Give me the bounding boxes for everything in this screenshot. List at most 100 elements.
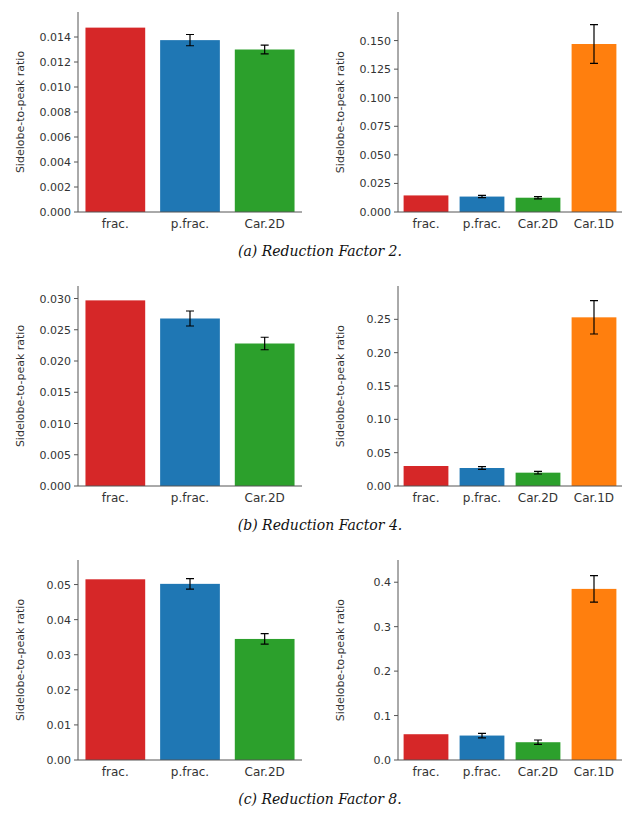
x-axis <box>78 486 302 487</box>
error-bar <box>186 579 194 590</box>
y-tick <box>74 423 78 424</box>
error-bar <box>590 25 598 64</box>
y-axis-label: Sidelobe-to-peak ratio <box>14 599 27 722</box>
bars <box>85 300 294 486</box>
y-axis <box>78 12 79 212</box>
y-tick-label: 0.008 <box>40 106 72 119</box>
y-tick-label: 0.025 <box>40 324 72 337</box>
error-bar <box>186 311 194 326</box>
y-tick <box>394 126 398 127</box>
y-tick <box>74 654 78 655</box>
bar <box>572 317 617 486</box>
y-tick-label: 0.010 <box>40 418 72 431</box>
y-tick-label: 0.025 <box>360 177 392 190</box>
error-bar <box>478 733 486 737</box>
bars <box>85 579 294 760</box>
y-tick-label: 0.000 <box>40 206 72 219</box>
y-tick <box>74 392 78 393</box>
bar <box>235 50 295 213</box>
error-bar <box>186 35 194 46</box>
error-bar <box>534 740 542 744</box>
y-tick-label: 0.05 <box>367 447 392 460</box>
panel: 0.000.050.100.150.200.25frac.p.frac.Car.… <box>334 286 622 505</box>
panel: 0.000.010.020.030.040.05frac.p.frac.Car.… <box>14 560 302 779</box>
y-tick <box>394 419 398 420</box>
y-tick <box>74 454 78 455</box>
y-tick-label: 0.05 <box>47 579 72 592</box>
y-tick <box>74 162 78 163</box>
x-axis <box>78 212 302 213</box>
y-tick-label: 0.3 <box>374 621 392 634</box>
y-tick-label: 0.002 <box>40 181 72 194</box>
bar <box>460 468 505 486</box>
bar <box>85 579 145 760</box>
y-tick-label: 0.075 <box>360 120 392 133</box>
y-tick <box>394 582 398 583</box>
x-tick-label: Car.2D <box>245 765 285 779</box>
bar <box>85 28 145 212</box>
y-tick <box>394 486 398 487</box>
figure: 0.0000.0020.0040.0060.0080.0100.0120.014… <box>0 0 640 836</box>
bar <box>516 198 561 212</box>
y-tick-label: 0.100 <box>360 92 392 105</box>
x-tick-label: Car.2D <box>245 491 285 505</box>
y-tick-label: 0.030 <box>40 293 72 306</box>
error-bar <box>534 471 542 474</box>
x-tick-label: frac. <box>102 217 129 231</box>
y-axis <box>78 286 79 486</box>
bar <box>404 466 449 486</box>
y-tick-label: 0.004 <box>40 156 72 169</box>
bar <box>572 589 617 760</box>
x-axis <box>78 760 302 761</box>
x-axis <box>398 212 622 213</box>
error-bar <box>478 467 486 470</box>
x-tick-label: p.frac. <box>171 491 209 505</box>
y-tick <box>394 97 398 98</box>
error-bar <box>534 197 542 199</box>
y-tick <box>74 112 78 113</box>
y-tick-label: 0.15 <box>367 380 392 393</box>
bar <box>160 40 220 212</box>
x-tick-label: p.frac. <box>171 765 209 779</box>
y-tick <box>74 329 78 330</box>
y-tick <box>74 619 78 620</box>
x-axis <box>398 760 622 761</box>
y-tick-label: 0.125 <box>360 63 392 76</box>
y-tick <box>394 154 398 155</box>
bars <box>404 576 617 760</box>
x-tick-label: p.frac. <box>463 491 501 505</box>
x-tick-label: frac. <box>413 765 440 779</box>
row-caption: (c) Reduction Factor 8. <box>238 791 401 807</box>
y-axis <box>398 560 399 760</box>
y-tick <box>74 760 78 761</box>
bars <box>404 301 617 486</box>
y-tick <box>74 724 78 725</box>
y-tick <box>394 760 398 761</box>
row-caption: (a) Reduction Factor 2. <box>238 243 402 259</box>
y-tick <box>74 37 78 38</box>
y-tick-label: 0.2 <box>374 665 392 678</box>
y-axis <box>398 12 399 212</box>
panel: 0.0000.0250.0500.0750.1000.1250.150frac.… <box>334 12 622 231</box>
x-tick-label: Car.2D <box>518 217 558 231</box>
y-tick-label: 0.02 <box>47 684 72 697</box>
x-tick-label: Car.2D <box>245 217 285 231</box>
bar <box>85 300 145 486</box>
y-tick-label: 0.014 <box>40 31 72 44</box>
x-axis <box>398 486 622 487</box>
x-tick-label: Car.1D <box>574 217 614 231</box>
y-tick <box>394 69 398 70</box>
y-tick-label: 0.050 <box>360 149 392 162</box>
y-tick-label: 0.4 <box>374 576 392 589</box>
y-tick-label: 0.25 <box>367 313 392 326</box>
y-tick-label: 0.1 <box>374 710 392 723</box>
y-axis <box>78 560 79 760</box>
bar <box>516 473 561 486</box>
error-bar <box>478 195 486 197</box>
panel: 0.0000.0020.0040.0060.0080.0100.0120.014… <box>14 12 302 231</box>
bar <box>160 584 220 760</box>
bar <box>160 319 220 487</box>
x-tick-label: p.frac. <box>171 217 209 231</box>
x-tick-label: p.frac. <box>463 765 501 779</box>
y-axis-label: Sidelobe-to-peak ratio <box>14 51 27 174</box>
